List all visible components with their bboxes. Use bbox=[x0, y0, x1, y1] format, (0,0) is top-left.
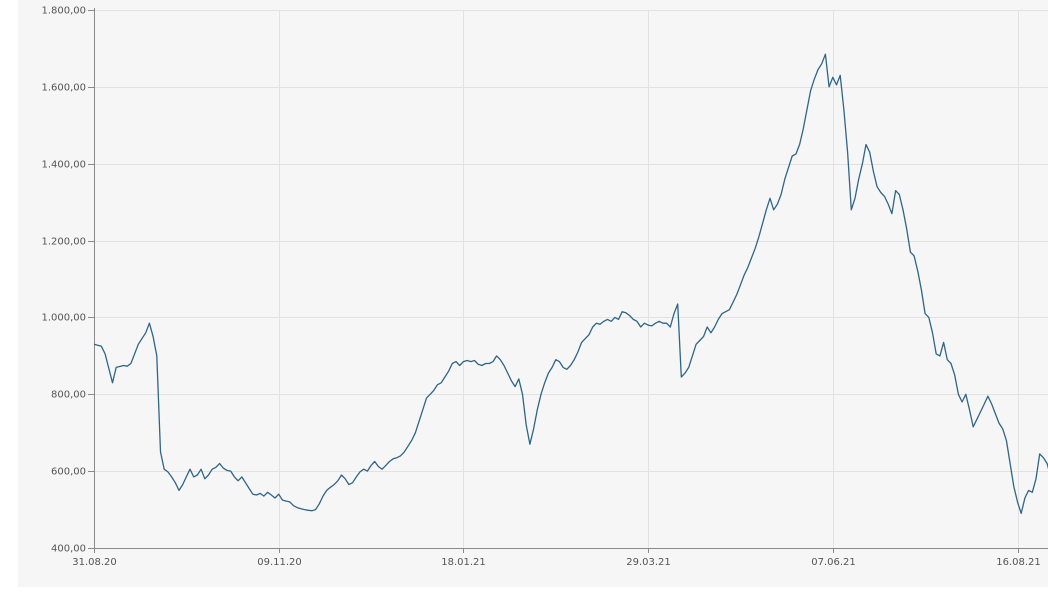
tick-labels: 400,00 600,00 800,00 1.000,00 1.200,00 1.400,… bbox=[41, 6, 1040, 569]
y-tick-label: 400,00 bbox=[51, 544, 86, 555]
x-tick-label: 07.06.21 bbox=[811, 557, 856, 568]
grid-lines bbox=[94, 10, 1048, 548]
x-tick-label: 16.08.21 bbox=[996, 557, 1041, 568]
series-layer bbox=[93, 53, 1048, 515]
chart-canvas: 400,00 600,00 800,00 1.000,00 1.200,00 1.400,… bbox=[41, 6, 1048, 569]
y-tick-label: 1.000,00 bbox=[41, 313, 86, 324]
y-tick-label: 800,00 bbox=[51, 390, 86, 401]
x-tick-label: 31.08.20 bbox=[72, 557, 117, 568]
series-line bbox=[93, 53, 1048, 515]
y-tick-label: 600,00 bbox=[51, 467, 86, 478]
y-tick-label: 1.600,00 bbox=[41, 83, 86, 94]
x-tick-label: 18.01.21 bbox=[441, 557, 486, 568]
y-tick-label: 1.400,00 bbox=[41, 160, 86, 171]
x-tick-label: 29.03.21 bbox=[626, 557, 671, 568]
line-chart: 400,00 600,00 800,00 1.000,00 1.200,00 1.400,… bbox=[18, 0, 1048, 587]
x-tick-label: 09.11.20 bbox=[257, 557, 302, 568]
y-tick-label: 1.200,00 bbox=[41, 237, 86, 248]
axes bbox=[88, 8, 1048, 553]
y-tick-label: 1.800,00 bbox=[41, 6, 86, 17]
